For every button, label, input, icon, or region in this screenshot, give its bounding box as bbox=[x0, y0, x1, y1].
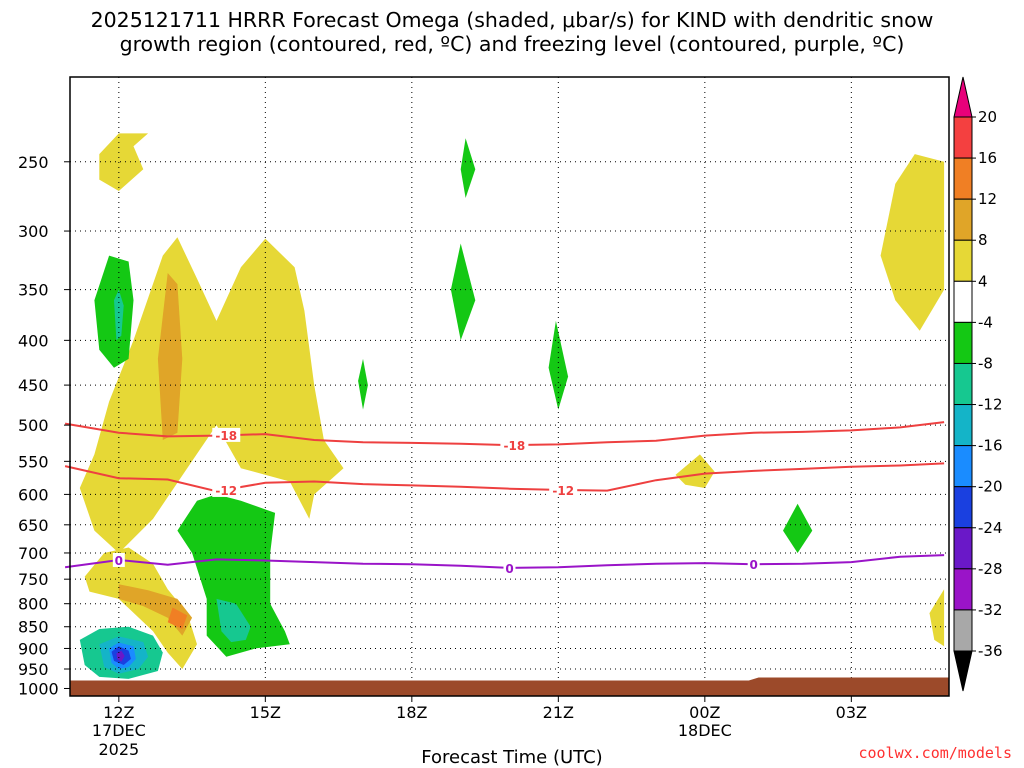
colorbar-box-3 bbox=[953, 239, 973, 282]
colorbar-box-7 bbox=[953, 404, 973, 447]
contour-label-bg-5 bbox=[503, 560, 516, 575]
colorbar-box-8 bbox=[953, 445, 973, 488]
ground-surface bbox=[70, 677, 949, 696]
colorbar-box-0 bbox=[953, 116, 973, 159]
colorbar-label-11: -28 bbox=[978, 560, 1003, 578]
shaded-rise-4-8-main bbox=[79, 237, 344, 554]
colorbar-label-3: 8 bbox=[978, 231, 988, 249]
shaded-sink-0200 bbox=[783, 503, 813, 553]
colorbar-top-arrow bbox=[953, 76, 973, 118]
colorbar-box-4 bbox=[953, 280, 973, 323]
shaded-sink-1900-mid bbox=[450, 243, 476, 341]
contour-label-0: -18 bbox=[215, 429, 237, 443]
colorbar-label-13: -36 bbox=[978, 642, 1003, 660]
x-tick-label-21Z: 21Z bbox=[543, 703, 574, 722]
colorbar-label-8: -16 bbox=[978, 437, 1003, 455]
y-tick-label-650: 650 bbox=[18, 516, 49, 535]
y-tick-label-500: 500 bbox=[18, 416, 49, 435]
x-tick-label-15Z: 15Z bbox=[250, 703, 281, 722]
shaded-rise-4-8-right bbox=[880, 154, 945, 331]
contour-label-bg-2 bbox=[212, 482, 241, 497]
y-tick-label-700: 700 bbox=[18, 544, 49, 563]
contour-label-bg-4 bbox=[112, 552, 125, 567]
colorbar-box-1 bbox=[953, 157, 973, 200]
contour-label-5: 0 bbox=[505, 562, 513, 576]
y-tick-label-400: 400 bbox=[18, 331, 49, 350]
x-tick-label-03Z: 03Z bbox=[836, 703, 867, 722]
colorbar-label-5: -4 bbox=[978, 313, 993, 331]
colorbar-label-12: -32 bbox=[978, 601, 1003, 619]
shaded-sink-4-8-low bbox=[177, 494, 290, 657]
y-tick-label-350: 350 bbox=[18, 281, 49, 300]
colorbar-label-9: -20 bbox=[978, 478, 1003, 496]
y-tick-label-250: 250 bbox=[18, 153, 49, 172]
y-tick-label-550: 550 bbox=[18, 452, 49, 471]
colorbar-box-10 bbox=[953, 527, 973, 570]
colorbar-label-10: -24 bbox=[978, 519, 1003, 537]
colorbar-label-7: -12 bbox=[978, 396, 1003, 414]
plot-frame bbox=[69, 76, 950, 697]
colorbar-bottom-arrow bbox=[953, 650, 973, 692]
contour-label-4: 0 bbox=[115, 554, 123, 568]
colorbar-label-0: 20 bbox=[978, 108, 997, 126]
y-tick-label-750: 750 bbox=[18, 570, 49, 589]
shaded-rise-4-8-upper-left bbox=[99, 133, 149, 191]
y-tick-label-850: 850 bbox=[18, 618, 49, 637]
colorbar-box-2 bbox=[953, 198, 973, 241]
contour-label-6: 0 bbox=[749, 558, 757, 572]
chart-title-line2: growth region (contoured, red, ºC) and f… bbox=[119, 32, 905, 56]
shaded-rise-12-16 bbox=[167, 607, 188, 629]
colorbar-box-6 bbox=[953, 362, 973, 406]
x-tick-label-18Z: 18Z bbox=[396, 703, 427, 722]
shaded-rise-4-8-low bbox=[84, 547, 197, 669]
colorbar-label-6: -8 bbox=[978, 354, 993, 372]
colorbar-box-12 bbox=[953, 609, 973, 652]
colorbar-label-1: 16 bbox=[978, 149, 997, 167]
x-tick-year-12Z: 2025 bbox=[98, 740, 139, 759]
shaded-sink-4-8-left bbox=[94, 255, 134, 368]
shaded-rise-8-12 bbox=[157, 273, 183, 440]
shaded-sink-8-12-left bbox=[114, 289, 124, 341]
y-tick-label-1000: 1000 bbox=[18, 679, 59, 698]
y-tick-label-450: 450 bbox=[18, 376, 49, 395]
contour-label-bg-0 bbox=[212, 427, 241, 442]
colorbar-label-2: 12 bbox=[978, 190, 997, 208]
colorbar-box-9 bbox=[953, 486, 973, 529]
y-tick-label-950: 950 bbox=[18, 660, 49, 679]
shaded-sink-2100 bbox=[548, 320, 569, 410]
y-tick-label-900: 900 bbox=[18, 639, 49, 658]
x-tick-label-12Z: 12Z bbox=[103, 703, 134, 722]
contour-label-bg-1 bbox=[500, 438, 529, 453]
contour-label-1: -18 bbox=[504, 439, 526, 453]
shaded-sink-1900-top bbox=[460, 138, 476, 198]
contour-label-bg-6 bbox=[747, 557, 760, 572]
chart-title-line1: 2025121711 HRRR Forecast Omega (shaded, … bbox=[90, 8, 934, 32]
colorbar-label-4: 4 bbox=[978, 272, 988, 290]
shaded-sink-1700 bbox=[358, 358, 368, 410]
x-tick-date-00Z: 18DEC bbox=[678, 721, 732, 740]
x-tick-label-00Z: 00Z bbox=[689, 703, 720, 722]
x-axis-label: Forecast Time (UTC) bbox=[421, 747, 603, 768]
y-tick-label-300: 300 bbox=[18, 222, 49, 241]
credit-link[interactable]: coolwx.com/models bbox=[858, 744, 1012, 762]
contour-label-3: -12 bbox=[552, 484, 574, 498]
contour-label-bg-3 bbox=[549, 482, 578, 497]
y-tick-label-600: 600 bbox=[18, 485, 49, 504]
colorbar-box-5 bbox=[953, 321, 973, 364]
shaded-sink-strong-5 bbox=[116, 650, 125, 662]
contour-label-2: -12 bbox=[215, 484, 237, 498]
y-tick-label-800: 800 bbox=[18, 595, 49, 614]
shaded-sink-8-12-low bbox=[216, 598, 251, 643]
colorbar-box-11 bbox=[953, 568, 973, 611]
x-tick-date-12Z: 17DEC bbox=[92, 721, 146, 740]
